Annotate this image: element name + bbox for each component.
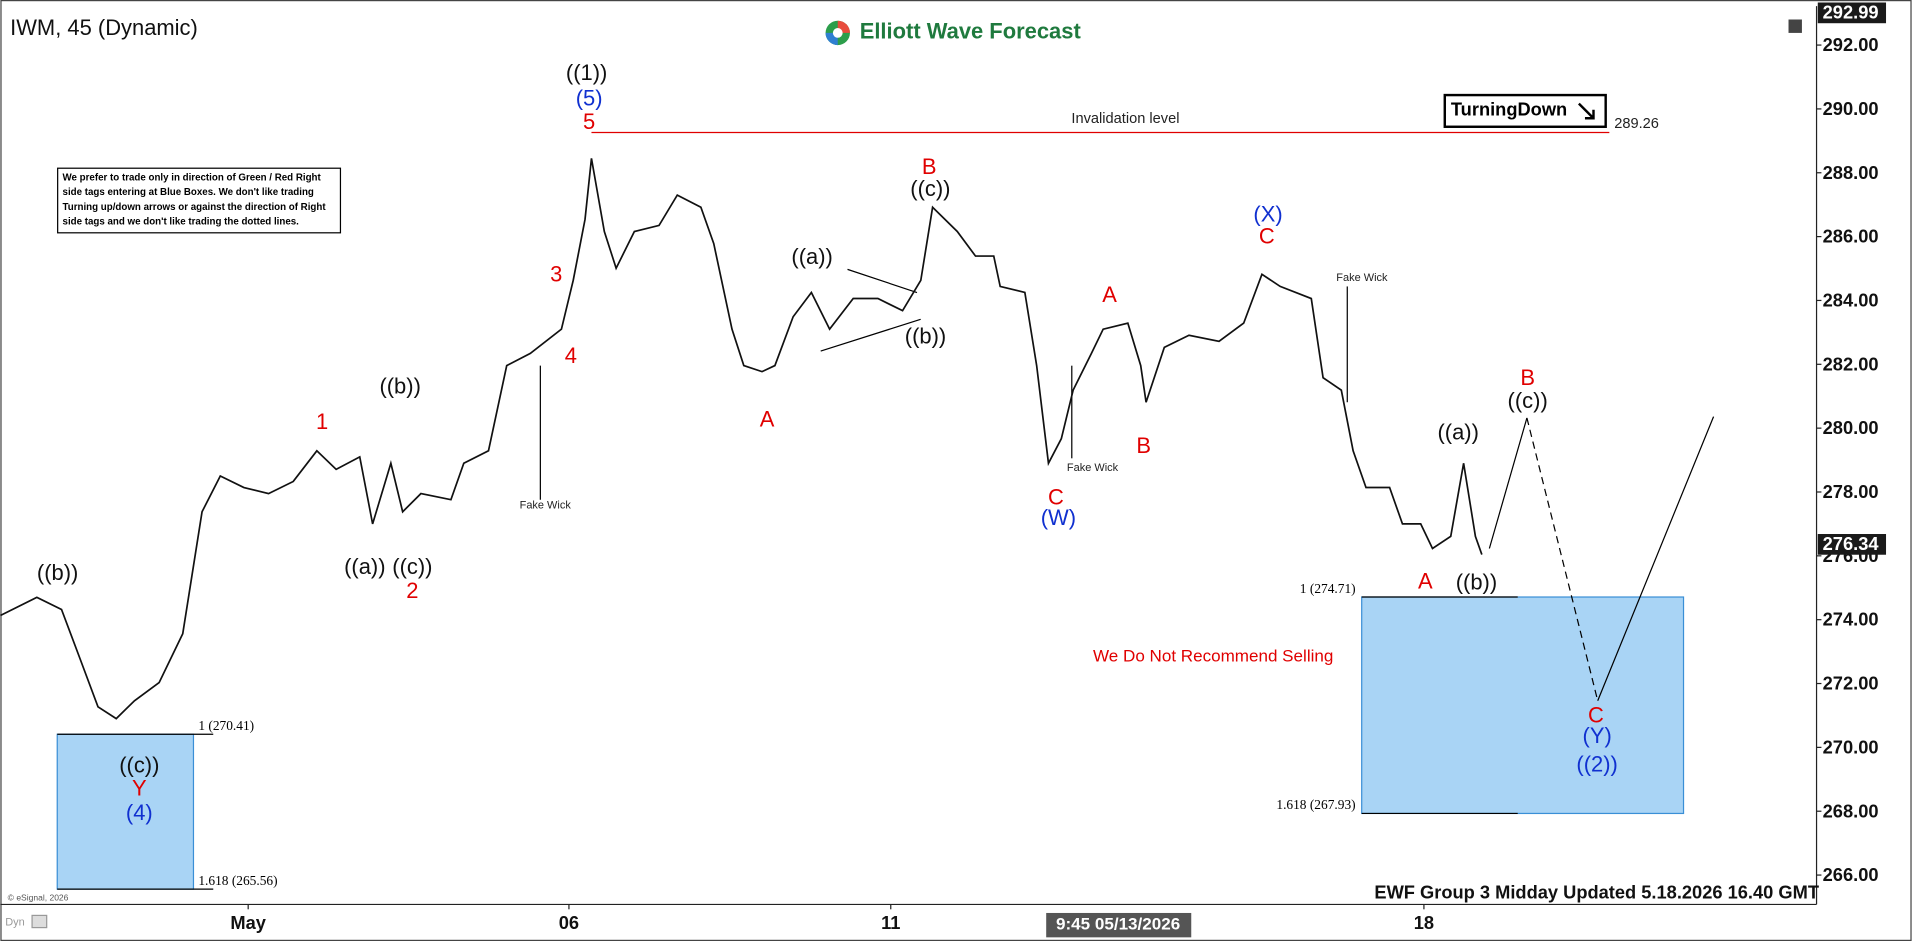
fake-wick-label: Fake Wick bbox=[1067, 462, 1119, 474]
wave-label: 1 bbox=[316, 409, 328, 434]
wave-label: ((c)) bbox=[392, 554, 432, 579]
wave-label: 4 bbox=[565, 343, 577, 368]
price-badge bbox=[1817, 2, 1887, 24]
note-box bbox=[57, 167, 342, 234]
triangle-line bbox=[847, 268, 918, 294]
wave-label: ((2)) bbox=[1576, 751, 1617, 776]
wave-label: ((b)) bbox=[37, 560, 78, 585]
wave-label: (Y) bbox=[1583, 723, 1612, 748]
corner-label: Dyn bbox=[5, 917, 25, 929]
wave-label: Y bbox=[132, 776, 147, 801]
y-tick-label: 292.00 bbox=[1823, 34, 1879, 55]
footer: EWF Group 3 Midday Updated 5.18.2026 16.… bbox=[1374, 881, 1819, 902]
y-tick-label: 282.00 bbox=[1823, 353, 1879, 374]
y-tick-label: 290.00 bbox=[1823, 98, 1879, 119]
wave-label: ((c)) bbox=[119, 752, 159, 777]
note-line: We prefer to trade only in direction of … bbox=[63, 173, 322, 184]
fib-label: 1 (270.41) bbox=[198, 718, 254, 733]
price-badge-label: 276.34 bbox=[1823, 533, 1880, 554]
wave-label: A bbox=[760, 406, 775, 431]
wave-label: ((b)) bbox=[379, 373, 420, 398]
wave-label: 2 bbox=[406, 578, 418, 603]
fib-label: 1.618 (265.56) bbox=[198, 873, 277, 888]
logo: Elliott Wave Forecast bbox=[825, 19, 1082, 46]
wave-label: C bbox=[1588, 703, 1604, 728]
wave-label: ((a)) bbox=[1437, 420, 1478, 445]
window-icon bbox=[1788, 19, 1802, 33]
crosshair-label: 9:45 05/13/2026 bbox=[1056, 915, 1180, 934]
y-tick-label: 270.00 bbox=[1823, 736, 1879, 757]
tag-arrow bbox=[1578, 102, 1595, 120]
wave-label: A bbox=[1102, 282, 1117, 307]
wave-label: ((b)) bbox=[1456, 570, 1497, 595]
wave-label: B bbox=[1136, 433, 1151, 458]
y-tick-label: 280.00 bbox=[1823, 417, 1879, 438]
note-line: Turning up/down arrows or against the di… bbox=[63, 202, 327, 213]
fib-label: 1 (274.71) bbox=[1300, 581, 1356, 596]
y-tick-label: 268.00 bbox=[1823, 800, 1879, 821]
wave-label: (W) bbox=[1041, 505, 1076, 530]
wave-label: B bbox=[1520, 365, 1535, 390]
tag-box bbox=[1443, 93, 1607, 128]
x-tick-label: 06 bbox=[559, 912, 579, 933]
x-tick-label: May bbox=[230, 912, 266, 933]
wave-label: ((b)) bbox=[905, 323, 946, 348]
target-box bbox=[56, 733, 195, 890]
y-tick-label: 284.00 bbox=[1823, 289, 1879, 310]
invalidation-text: Invalidation level bbox=[1071, 111, 1179, 127]
triangle-line bbox=[820, 318, 921, 352]
wave-label: ((1)) bbox=[566, 60, 607, 85]
wave-label: ((a)) bbox=[791, 244, 832, 269]
warning: We Do Not Recommend Selling bbox=[1093, 646, 1333, 665]
fib-label: 1.618 (267.93) bbox=[1276, 797, 1355, 812]
wave-label: (X) bbox=[1253, 202, 1282, 227]
note-line: side tags entering at Blue Boxes. We don… bbox=[63, 187, 314, 198]
wave-label: C bbox=[1048, 484, 1064, 509]
wave-label: (4) bbox=[126, 800, 153, 825]
y-tick-label: 286.00 bbox=[1823, 226, 1879, 247]
corner-icon bbox=[31, 914, 48, 929]
fake-wick-label: Fake Wick bbox=[1336, 272, 1388, 284]
chart-title: IWM, 45 (Dynamic) bbox=[10, 15, 198, 40]
projection-line bbox=[1597, 416, 1715, 701]
y-tick-label: 288.00 bbox=[1823, 162, 1879, 183]
wave-label: 3 bbox=[550, 261, 562, 286]
invalidation-value: 289.26 bbox=[1614, 116, 1659, 132]
note-line: side tags and we don't like trading the … bbox=[63, 216, 300, 227]
fake-wick-label: Fake Wick bbox=[520, 500, 572, 512]
y-tick-label: 266.00 bbox=[1823, 864, 1879, 885]
price-line bbox=[0, 158, 1483, 720]
y-tick-label: 274.00 bbox=[1823, 609, 1879, 630]
y-tick-label: 278.00 bbox=[1823, 481, 1879, 502]
price-badge-label: 292.99 bbox=[1823, 1, 1879, 22]
price-badge bbox=[1817, 534, 1887, 555]
tag-text: TurningDown bbox=[1451, 99, 1567, 120]
wave-label: C bbox=[1259, 223, 1275, 248]
logo-text: Elliott Wave Forecast bbox=[860, 19, 1082, 44]
projection-line bbox=[1488, 417, 1528, 549]
copyright: © eSignal, 2026 bbox=[8, 893, 69, 903]
x-tick-label: 11 bbox=[881, 912, 900, 933]
target-box bbox=[1361, 596, 1685, 815]
wave-label: 5 bbox=[583, 109, 595, 134]
x-tick-label: 18 bbox=[1414, 912, 1434, 933]
wave-label: ((c)) bbox=[910, 176, 950, 201]
wave-label: A bbox=[1418, 568, 1433, 593]
crosshair-box bbox=[1046, 912, 1192, 938]
wave-label: B bbox=[922, 154, 937, 179]
y-tick-label: 272.00 bbox=[1823, 673, 1879, 694]
wave-label: ((c)) bbox=[1508, 388, 1548, 413]
wave-label: ((a)) bbox=[344, 554, 385, 579]
wave-label: (5) bbox=[576, 86, 603, 111]
